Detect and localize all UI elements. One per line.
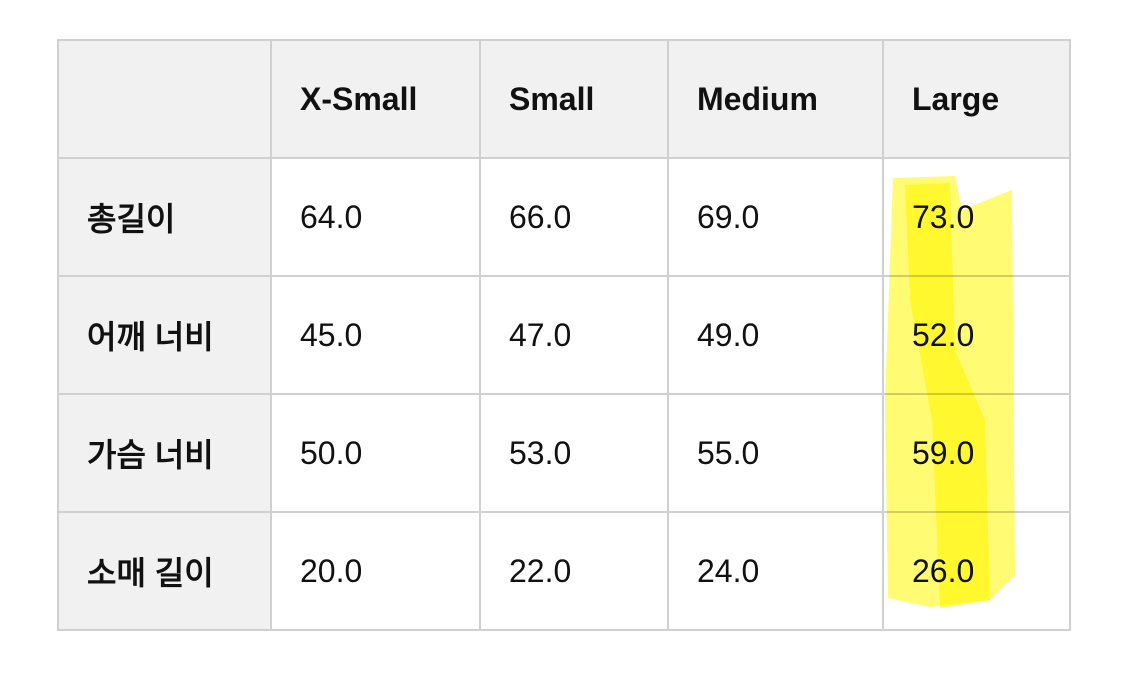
table-cell: 50.0: [270, 393, 481, 513]
table-cell: 49.0: [667, 275, 884, 395]
table-cell: 55.0: [667, 393, 884, 513]
size-chart-table: X-Small Small Medium Large 총길이 64.0 66.0…: [57, 39, 1071, 631]
table-cell: 66.0: [479, 157, 669, 277]
header-row: X-Small Small Medium Large: [57, 39, 1071, 159]
table-cell: 53.0: [479, 393, 669, 513]
column-header-x-small: X-Small: [270, 39, 481, 159]
column-header-large: Large: [882, 39, 1071, 159]
table-row: 어깨 너비 45.0 47.0 49.0 52.0: [57, 275, 1071, 395]
row-header: 소매 길이: [57, 511, 272, 631]
table-cell: 73.0: [882, 157, 1071, 277]
table-cell: 69.0: [667, 157, 884, 277]
column-header-small: Small: [479, 39, 669, 159]
table-cell: 45.0: [270, 275, 481, 395]
table-row: 소매 길이 20.0 22.0 24.0 26.0: [57, 511, 1071, 631]
table-cell: 47.0: [479, 275, 669, 395]
table-row: 총길이 64.0 66.0 69.0 73.0: [57, 157, 1071, 277]
table-cell: 52.0: [882, 275, 1071, 395]
row-header: 가슴 너비: [57, 393, 272, 513]
table-cell: 24.0: [667, 511, 884, 631]
row-header: 총길이: [57, 157, 272, 277]
column-header-medium: Medium: [667, 39, 884, 159]
table-cell: 22.0: [479, 511, 669, 631]
table-cell: 59.0: [882, 393, 1071, 513]
table-cell: 64.0: [270, 157, 481, 277]
corner-cell: [57, 39, 272, 159]
table-row: 가슴 너비 50.0 53.0 55.0 59.0: [57, 393, 1071, 513]
table-cell: 20.0: [270, 511, 481, 631]
table-cell: 26.0: [882, 511, 1071, 631]
row-header: 어깨 너비: [57, 275, 272, 395]
